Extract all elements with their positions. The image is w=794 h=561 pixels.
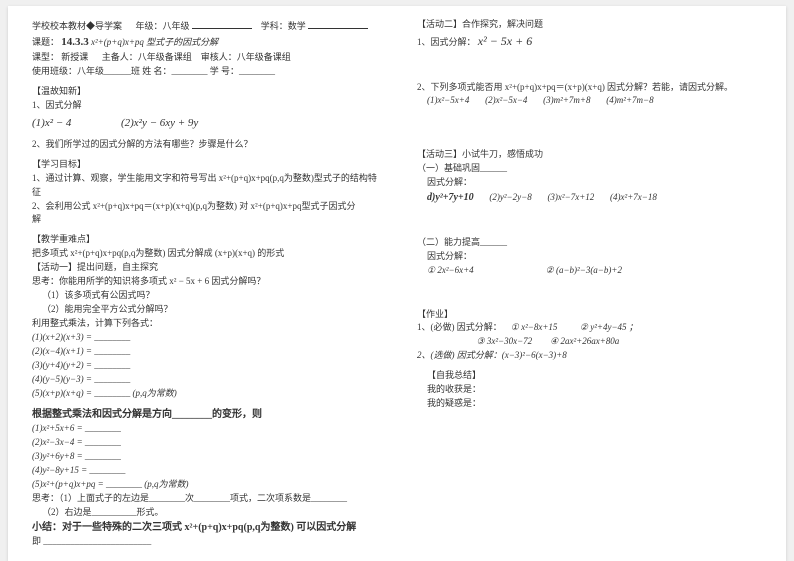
left-column: 学校校本教材◆导学案 年级：八年级 学科：数学 课题： 14.3.3 x²+(p… — [32, 18, 377, 549]
hw-req: 1、(必做) 因式分解： — [417, 322, 502, 332]
activity2-q1: 1、因式分解： x² − 5x + 6 — [417, 32, 762, 51]
m3: (3)(y+4)(y+2) = ________ — [32, 359, 377, 373]
activity3-skill: （二）能力提高______ — [417, 236, 762, 250]
keypoint-1: 把多项式 x²+(p+q)x+pq(p,q为整数) 因式分解成 (x+p)(x+… — [32, 247, 377, 261]
warmup-eq1b: (2)x²y − 6xy + 9y — [121, 117, 198, 129]
a2-q1-label: 1、因式分解： — [417, 37, 476, 47]
h1: ① x²−8x+15 — [511, 322, 558, 332]
preparer: 主备人：八年级备课组 — [102, 52, 192, 62]
school-label: 学校校本教材◆导学案 — [32, 21, 122, 31]
a2-eq1: x² − 5x + 6 — [478, 34, 532, 48]
keypoints-title: 【教学重难点】 — [32, 233, 377, 247]
activity2-title: 【活动二】合作探究，解决问题 — [417, 18, 762, 32]
grade-label: 年级：八年级 — [136, 21, 190, 31]
summary2: 即 ________________________ — [32, 535, 377, 549]
lesson-type: 课型： 新授课 — [32, 52, 88, 62]
goal-2: 2、会利用公式 x²+(p+q)x+pq＝(x+p)(x+q)(p,q为整数) … — [32, 200, 377, 214]
warmup-q2: 2、我们所学过的因式分解的方法有哪些？步骤是什么？ — [32, 138, 377, 152]
h2: ② y²+4y−45 ； — [580, 322, 638, 332]
summary: 小结：对于一些特殊的二次三项式 x²+(p+q)x+pq(p,q为整数) 可以因… — [32, 520, 377, 536]
a2-e3: (3)m²+7m+8 — [543, 95, 590, 105]
hw-row2: ③ 3x²−30x−72 ④ 2ax²+26ax+80a — [417, 335, 762, 349]
s1: ① 2x²−6x+4 — [427, 265, 474, 275]
m1: (1)(x+2)(x+3) = ________ — [32, 331, 377, 345]
hw-req-row: 1、(必做) 因式分解： ① x²−8x+15 ② y²+4y−45 ； — [417, 321, 762, 335]
topic-row: 课题： 14.3.3 x²+(p+q)x+pq 型式子的因式分解 — [32, 34, 377, 51]
think2: 思考：（1）上面式子的左边是________次________项式，二次项系数是… — [32, 492, 377, 506]
a2-e1: (1)x²−5x+4 — [427, 95, 469, 105]
summary-title: 【自我总结】 — [417, 369, 762, 383]
activity3-base: （一）基础巩固______ — [417, 162, 762, 176]
activity3-skill2: 因式分解： — [417, 250, 762, 264]
observe-label: 根据整式乘法和因式分解是方向________的变形，则 — [32, 407, 377, 423]
activity3-base2: 因式分解： — [417, 176, 762, 190]
r3: (3)y²+6y+8 = ________ — [32, 450, 377, 464]
goals-title: 【学习目标】 — [32, 158, 377, 172]
r2: (2)x²−3x−4 = ________ — [32, 436, 377, 450]
blank — [308, 18, 368, 29]
topic-text: x²+(p+q)x+pq 型式子的因式分解 — [91, 37, 218, 47]
goal-2b: 解 — [32, 213, 377, 227]
activity1-sub1: （1）该多项式有公因式吗？ — [32, 289, 377, 303]
activity1-title: 【活动一】提出问题，自主探究 — [32, 261, 377, 275]
worksheet-page: 学校校本教材◆导学案 年级：八年级 学科：数学 课题： 14.3.3 x²+(p… — [8, 6, 786, 561]
multiply-label: 利用整式乘法，计算下列各式： — [32, 317, 377, 331]
class-info: 使用班级：八年级______班 姓 名：________ 学 号：_______… — [32, 65, 377, 79]
r1: (1)x²+5x+6 = ________ — [32, 422, 377, 436]
warmup-q1: 1、因式分解 — [32, 99, 377, 113]
warmup-eq1a: (1)x² − 4 — [32, 117, 71, 129]
s2: ② (a−b)²−3(a−b)+2 — [546, 265, 622, 275]
subject-label: 学科：数学 — [261, 21, 306, 31]
homework-title: 【作业】 — [417, 308, 762, 322]
r4: (4)y²−8y+15 = ________ — [32, 464, 377, 478]
topic-label: 课题： — [32, 37, 59, 47]
right-column: 【活动二】合作探究，解决问题 1、因式分解： x² − 5x + 6 2、下列多… — [417, 18, 762, 549]
m4: (4)(y−5)(y−3) = ________ — [32, 373, 377, 387]
a2-e2: (2)x²−5x−4 — [485, 95, 527, 105]
summary-l2: 我的疑惑是： — [417, 397, 762, 411]
summary-l1: 我的收获是： — [417, 383, 762, 397]
activity2-q2: 2、下列多项式能否用 x²+(p+q)x+pq＝(x+p)(x+q) 因式分解？… — [417, 81, 762, 95]
warmup-title: 【温故知新】 — [32, 85, 377, 99]
a3-d: d)y²+7y+10 — [427, 192, 474, 203]
m5: (5)(x+p)(x+q) = ________ (p,q为常数) — [32, 387, 377, 401]
goal-1: 1、通过计算、观察，学生能用文字和符号写出 x²+(p+q)x+pq(p,q为整… — [32, 172, 377, 200]
a3-skill-row: ① 2x²−6x+4 ② (a−b)²−3(a−b)+2 — [417, 264, 762, 278]
header-row1: 学校校本教材◆导学案 年级：八年级 学科：数学 — [32, 18, 377, 34]
activity3-title: 【活动三】小试牛刀，感悟成功 — [417, 148, 762, 162]
think3: （2）右边是__________形式。 — [32, 506, 377, 520]
hw-opt: 2、(选做) 因式分解：(x−3)²−6(x−3)+8 — [417, 349, 762, 363]
r5: (5)x²+(p+q)x+pq = ________ (p,q为常数) — [32, 478, 377, 492]
m2: (2)(x−4)(x+1) = ________ — [32, 345, 377, 359]
a3-e2: (2)y²−2y−8 — [489, 192, 531, 202]
a3-e3: (3)x²−7x+12 — [547, 192, 594, 202]
a2-row: (1)x²−5x+4 (2)x²−5x−4 (3)m²+7m+8 (4)m²+7… — [417, 94, 762, 108]
a2-e4: (4)m²+7m−8 — [606, 95, 653, 105]
topic-number: 14.3.3 — [61, 36, 89, 48]
a3-e4: (4)x²+7x−18 — [610, 192, 657, 202]
activity1-sub2: （2）能用完全平方公式分解吗？ — [32, 303, 377, 317]
lesson-row: 课型： 新授课 主备人：八年级备课组 审核人：八年级备课组 — [32, 51, 377, 65]
h4: ④ 2ax²+26ax+80a — [550, 336, 619, 346]
warmup-eq-row: (1)x² − 4 (2)x²y − 6xy + 9y — [32, 115, 377, 132]
blank — [192, 18, 252, 29]
reviewer: 审核人：八年级备课组 — [201, 52, 291, 62]
activity1-think: 思考：你能用所学的知识将多项式 x² − 5x + 6 因式分解吗？ — [32, 275, 377, 289]
h3: ③ 3x²−30x−72 — [477, 336, 533, 346]
a3-row: d)y²+7y+10 (2)y²−2y−8 (3)x²−7x+12 (4)x²+… — [417, 190, 762, 206]
